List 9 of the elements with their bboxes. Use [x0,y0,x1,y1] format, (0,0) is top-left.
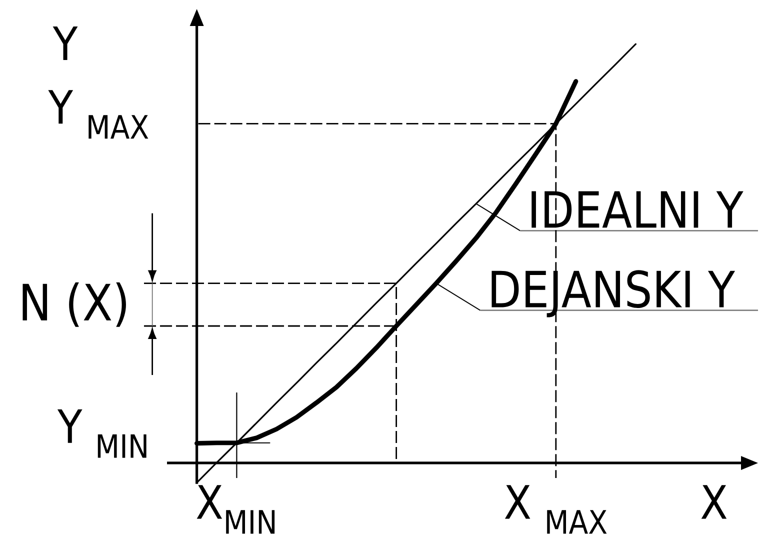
x-tick-label: X $_{MAX}$ [504,485,607,534]
legend-label: DEJANSKI Y [492,270,736,318]
ref-line-label: Y $_{MIN}$ [57,409,146,458]
text: N (X) [22,282,126,327]
y-axis-title: Y [52,26,78,60]
ref-line-label: Y $_{MAX}$ [48,90,148,139]
x-axis-title: X [701,485,727,519]
legend-label: IDEALNI Y [532,191,744,228]
x-tick-label: X$_{MIN}$ [196,485,275,534]
